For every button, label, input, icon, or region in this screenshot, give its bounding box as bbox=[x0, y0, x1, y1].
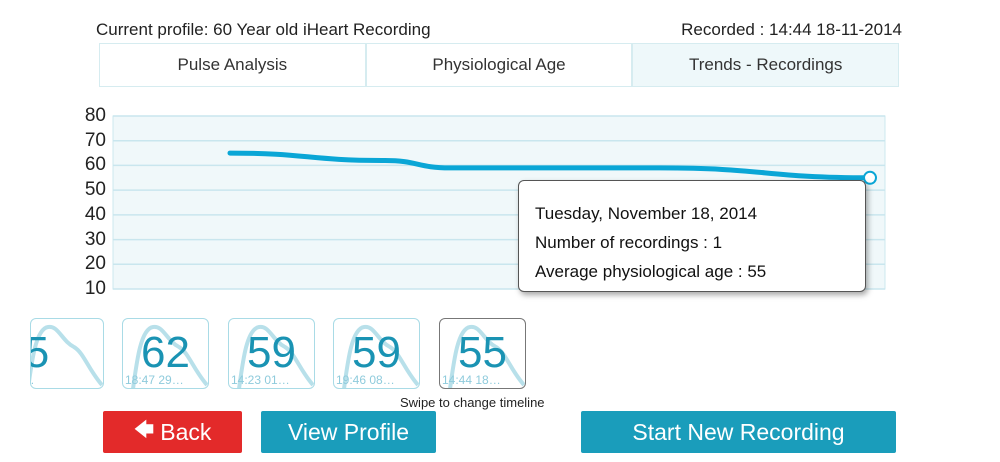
data-point-selected[interactable] bbox=[863, 170, 877, 185]
tab-bar: Pulse Analysis Physiological Age Trends … bbox=[99, 43, 899, 87]
thumbnail-time: 3… bbox=[31, 373, 35, 387]
pulse-wave-icon bbox=[237, 324, 314, 388]
pulse-wave-icon bbox=[342, 324, 419, 388]
current-profile: Current profile: 60 Year old iHeart Reco… bbox=[96, 20, 431, 39]
y-tick-label: 30 bbox=[84, 228, 106, 250]
swipe-hint: Swipe to change timeline bbox=[400, 395, 545, 410]
arrow-left-icon: 🡄 bbox=[133, 419, 155, 441]
back-button[interactable]: 🡄 Back bbox=[103, 411, 242, 453]
thumbnail-time: 18:47 29… bbox=[125, 373, 184, 387]
pulse-wave-icon bbox=[448, 324, 525, 388]
pulse-wave-icon bbox=[131, 324, 208, 388]
y-tick-label: 40 bbox=[84, 203, 106, 225]
chart-tooltip: Tuesday, November 18, 2014 Number of rec… bbox=[518, 180, 866, 292]
series-line bbox=[227, 150, 873, 181]
back-label: Back bbox=[160, 418, 212, 445]
tooltip-count: Number of recordings : 1 bbox=[535, 233, 723, 252]
tooltip-date: Tuesday, November 18, 2014 bbox=[535, 204, 758, 223]
thumbnail-value: 59 bbox=[352, 328, 401, 377]
thumbnail-value: 55 bbox=[458, 328, 507, 377]
tooltip-average: Average physiological age : 55 bbox=[535, 262, 767, 281]
thumbnail-time: 14:44 18… bbox=[442, 373, 501, 387]
y-tick-label: 60 bbox=[84, 154, 106, 176]
thumbnail-value: 59 bbox=[247, 328, 296, 377]
y-tick-label: 50 bbox=[84, 179, 106, 201]
start-new-recording-button[interactable]: Start New Recording bbox=[581, 411, 896, 453]
recording-thumbnail[interactable]: 62 18:47 29… bbox=[122, 318, 209, 389]
y-tick-label: 70 bbox=[84, 129, 106, 151]
y-tick-label: 80 bbox=[84, 105, 106, 126]
recording-thumbnail[interactable]: 59 19:46 08… bbox=[333, 318, 420, 389]
recorded-time: Recorded : 14:44 18-11-2014 bbox=[681, 20, 902, 39]
tab-pulse-analysis[interactable]: Pulse Analysis bbox=[100, 44, 367, 86]
view-profile-button[interactable]: View Profile bbox=[261, 411, 436, 453]
pulse-wave-icon bbox=[31, 324, 103, 387]
recording-thumbnail[interactable]: 59 14:23 01… bbox=[228, 318, 315, 389]
y-tick-label: 10 bbox=[84, 278, 106, 299]
thumbnail-time: 19:46 08… bbox=[336, 373, 395, 387]
y-tick-label: 20 bbox=[84, 253, 106, 275]
tab-trends-recordings[interactable]: Trends - Recordings bbox=[633, 44, 899, 86]
thumbnail-value: 62 bbox=[141, 328, 190, 377]
recording-thumbnail[interactable]: 55 14:44 18… bbox=[439, 318, 526, 389]
recording-thumbnail[interactable]: 5 3… bbox=[30, 318, 104, 389]
thumbnail-value: 5 bbox=[31, 329, 103, 377]
tab-physiological-age[interactable]: Physiological Age bbox=[366, 44, 634, 86]
thumbnail-time: 14:23 01… bbox=[231, 373, 290, 387]
